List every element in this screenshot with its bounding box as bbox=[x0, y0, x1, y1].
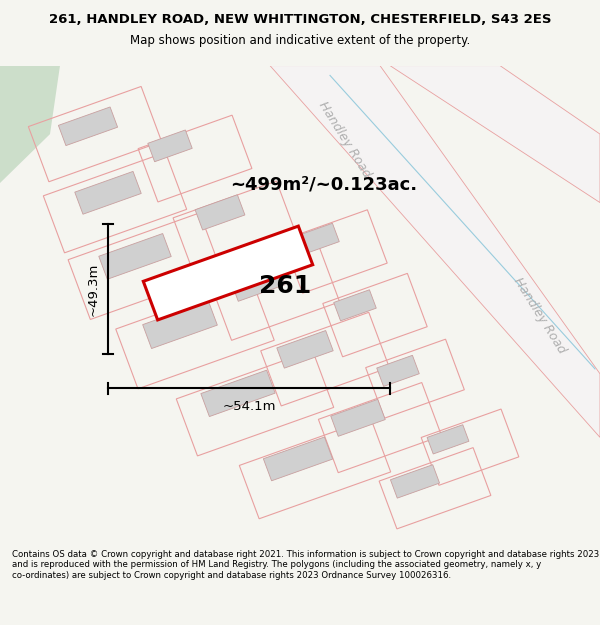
Polygon shape bbox=[391, 465, 440, 498]
Polygon shape bbox=[58, 107, 118, 146]
Text: Handley Road: Handley Road bbox=[316, 99, 374, 179]
Polygon shape bbox=[143, 226, 313, 320]
Polygon shape bbox=[195, 195, 245, 230]
Polygon shape bbox=[0, 66, 60, 545]
Text: 261: 261 bbox=[259, 274, 311, 298]
Polygon shape bbox=[201, 370, 275, 417]
Polygon shape bbox=[297, 223, 339, 254]
Polygon shape bbox=[148, 130, 192, 162]
Polygon shape bbox=[427, 425, 469, 454]
Polygon shape bbox=[331, 399, 385, 436]
Text: 261, HANDLEY ROAD, NEW WHITTINGTON, CHESTERFIELD, S43 2ES: 261, HANDLEY ROAD, NEW WHITTINGTON, CHES… bbox=[49, 13, 551, 26]
Polygon shape bbox=[277, 331, 333, 368]
Polygon shape bbox=[99, 234, 171, 279]
Polygon shape bbox=[143, 301, 217, 349]
Polygon shape bbox=[263, 437, 332, 481]
Text: Handley Road: Handley Road bbox=[511, 275, 569, 356]
Text: ~49.3m: ~49.3m bbox=[87, 262, 100, 316]
Polygon shape bbox=[390, 66, 600, 203]
Polygon shape bbox=[377, 355, 419, 386]
Text: ~54.1m: ~54.1m bbox=[222, 400, 276, 413]
Polygon shape bbox=[270, 66, 600, 438]
Polygon shape bbox=[334, 290, 376, 321]
Text: Map shows position and indicative extent of the property.: Map shows position and indicative extent… bbox=[130, 34, 470, 48]
Text: Contains OS data © Crown copyright and database right 2021. This information is : Contains OS data © Crown copyright and d… bbox=[12, 550, 599, 580]
Polygon shape bbox=[75, 171, 141, 214]
Polygon shape bbox=[231, 264, 285, 301]
Text: ~499m²/~0.123ac.: ~499m²/~0.123ac. bbox=[230, 176, 417, 194]
